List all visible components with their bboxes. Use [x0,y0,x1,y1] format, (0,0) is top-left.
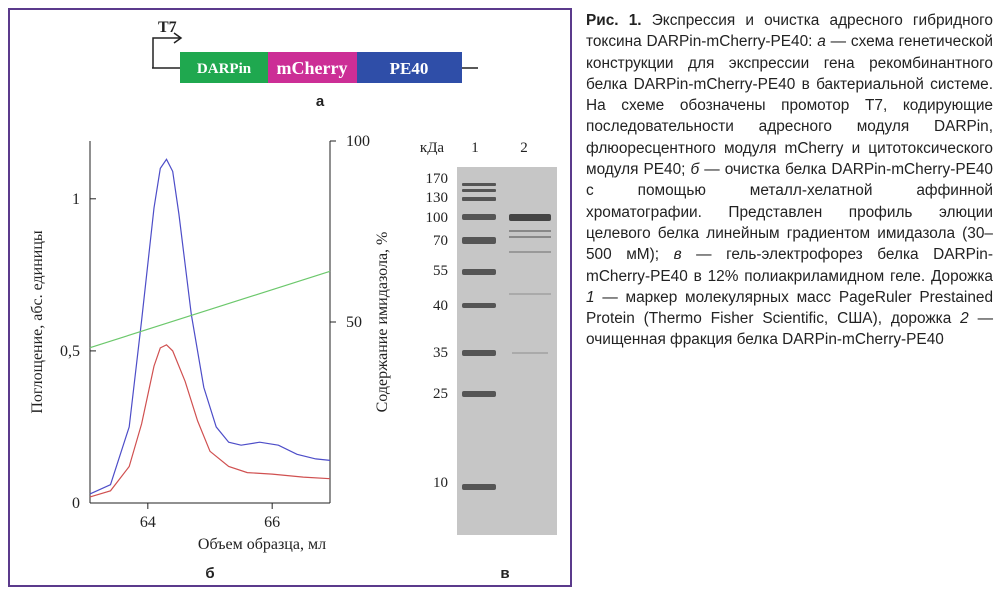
panel-label: в [500,565,509,582]
marker-label: 40 [433,298,448,314]
marker-label: 55 [433,263,448,279]
panel-label: б [205,565,214,582]
y-tick-label: 0,5 [60,343,80,360]
promoter-arrow [152,32,183,68]
caption: Рис. 1. Экспрессия и очистка адресного г… [586,10,993,351]
module-box [268,52,357,83]
caption-text: 2 [960,310,969,328]
caption-text: 1 [586,288,595,306]
lane-label: 2 [520,140,528,156]
y-tick-label: 1 [72,191,80,208]
gel-unit: кДа [420,140,445,156]
marker-label: 130 [426,190,449,206]
marker-label: 25 [433,386,448,402]
y-axis-label: Поглощение, абс. единицы [29,230,46,414]
promoter-label: T7 [158,19,177,36]
module-box [357,52,462,83]
caption-text: — гель-электрофорез белка DARPin-mCherry… [586,246,993,285]
marker-label: 70 [433,233,448,249]
y-tick-label: 0 [72,495,80,512]
x-tick-label: 66 [264,514,280,531]
y2-tick-label: 100 [346,133,370,150]
caption-text: Экспрессия и очистка адресного гибридног… [586,12,993,51]
module-box [180,52,268,83]
caption-text: а [817,33,826,51]
figure: T7 DARPin mCherry PE40 а кДа 1 2 в б Объ… [8,8,572,587]
module-label: mCherry [277,58,348,78]
marker-label: 100 [426,210,449,226]
data-line [89,344,331,498]
gel-bands [462,183,551,490]
caption-text: — схема генетической конструкции для экс… [586,33,993,179]
frame [8,8,572,587]
caption-label: Рис. 1. [586,12,642,29]
caption-text: б [690,161,700,179]
y2-axis-label: Содержание имидазола, % [374,232,391,413]
caption-text: — очистка белка DARPin-mCherry-PE40 с по… [586,161,993,264]
data-line [89,158,331,495]
x-axis-label: Объем образца, мл [198,536,326,553]
caption-text: — очищенная фракция белка DARPin-mCherry… [586,310,993,349]
lane-label: 1 [471,140,479,156]
x-tick-label: 64 [140,514,156,531]
marker-label: 170 [426,171,449,187]
y2-tick-label: 50 [346,314,362,331]
caption-text: — маркер молекулярных масс PageRuler Pre… [586,288,993,328]
marker-label: 10 [433,475,448,491]
caption-text: в [673,246,682,264]
module-label: DARPin [197,61,252,77]
data-line [89,270,331,349]
panel-label: а [316,93,325,110]
marker-label: 35 [433,345,448,361]
module-label: PE40 [390,59,429,78]
